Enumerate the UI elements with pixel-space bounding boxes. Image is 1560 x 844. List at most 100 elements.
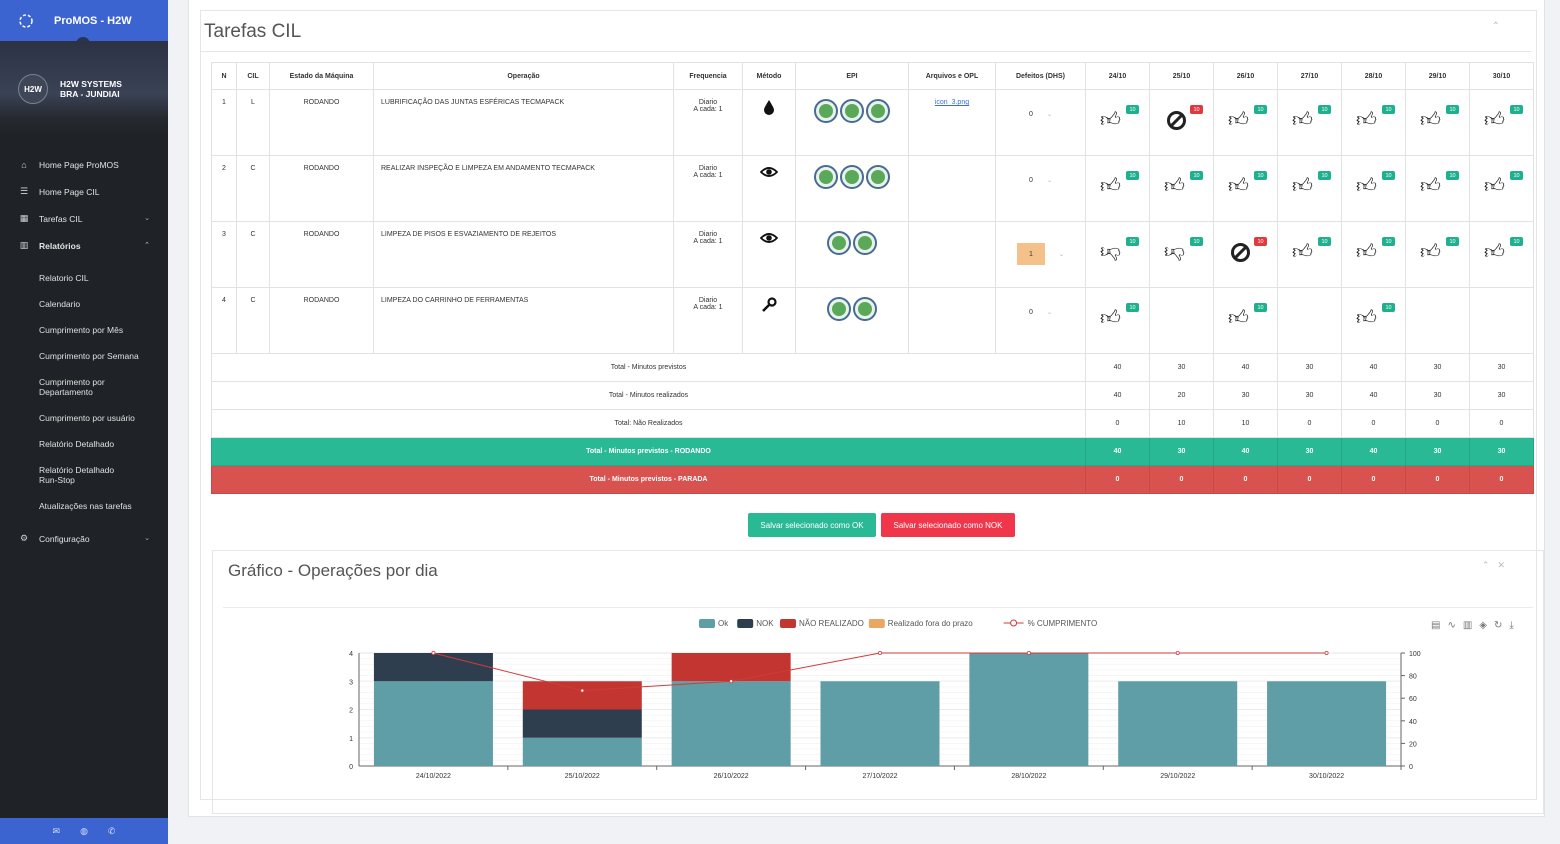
phone-icon[interactable]: ✆: [107, 825, 116, 836]
thumbs-down-icon[interactable]: 👍︎: [1164, 241, 1185, 263]
defeitos-value[interactable]: 0: [1029, 309, 1033, 316]
cell-day-status[interactable]: 👍︎ 10: [1277, 221, 1342, 288]
avatar[interactable]: H2W: [18, 74, 48, 104]
thumbs-up-icon[interactable]: 👍︎: [1164, 175, 1185, 197]
epi-icon[interactable]: [814, 165, 838, 189]
cell-day-status[interactable]: 👍︎ 10: [1085, 221, 1150, 288]
cell-day-status[interactable]: 👍︎ 10: [1085, 287, 1150, 354]
sidebar-subitem-cumprimento-mes[interactable]: Cumprimento por Mês: [39, 325, 124, 335]
thumbs-up-icon[interactable]: 👍︎: [1420, 109, 1441, 131]
thumbs-up-icon[interactable]: 👍︎: [1484, 175, 1505, 197]
defeitos-value[interactable]: 1: [1016, 243, 1045, 265]
cell-day-status[interactable]: 👍︎ 10: [1341, 89, 1406, 156]
epi-icon[interactable]: [827, 231, 851, 255]
col-defeitos[interactable]: Defeitos (DHS): [995, 62, 1086, 90]
collapse-icon[interactable]: ⌃: [1481, 560, 1498, 570]
cell-day-status[interactable]: 👍︎ 10: [1405, 155, 1470, 222]
thumbs-up-icon[interactable]: 👍︎: [1292, 175, 1313, 197]
chevron-down-icon[interactable]: ⌄: [1046, 112, 1052, 118]
col-day[interactable]: 25/10: [1149, 62, 1214, 90]
sidebar-subitem-atualizacoes[interactable]: Atualizações nas tarefas: [39, 501, 132, 511]
thumbs-up-icon[interactable]: 👍︎: [1484, 109, 1505, 131]
cell-day-status[interactable]: 👍︎ 10: [1341, 155, 1406, 222]
epi-icon[interactable]: [840, 165, 864, 189]
chevron-down-icon[interactable]: ⌄: [1058, 251, 1065, 258]
ban-icon[interactable]: [1231, 243, 1250, 262]
save-nok-button[interactable]: Salvar selecionado como NOK: [881, 513, 1015, 537]
thumbs-up-icon[interactable]: 👍︎: [1228, 175, 1249, 197]
cell-day-status[interactable]: 👍︎ 10: [1405, 221, 1470, 288]
cell-day-status[interactable]: 10: [1213, 221, 1278, 288]
sidebar-item-home-promos[interactable]: ⌂ Home Page ProMOS: [0, 151, 168, 178]
thumbs-up-icon[interactable]: 👍︎: [1356, 307, 1377, 329]
col-day[interactable]: 24/10: [1085, 62, 1150, 90]
sidebar-subitem-relatorio-detalhado[interactable]: Relatório Detalhado: [39, 439, 115, 449]
thumbs-up-icon[interactable]: 👍︎: [1228, 307, 1249, 329]
cell-day-status[interactable]: 👍︎ 10: [1149, 221, 1214, 288]
col-n[interactable]: N: [211, 62, 237, 90]
epi-icon[interactable]: [853, 231, 877, 255]
col-cil[interactable]: CIL: [236, 62, 270, 90]
col-metodo[interactable]: Método: [742, 62, 796, 90]
col-epi[interactable]: EPI: [795, 62, 909, 90]
col-estado[interactable]: Estado da Máquina: [269, 62, 374, 90]
chat-icon[interactable]: ✉: [52, 825, 61, 836]
epi-icon[interactable]: [866, 165, 890, 189]
cell-day-status[interactable]: 👍︎ 10: [1469, 221, 1534, 288]
thumbs-up-icon[interactable]: 👍︎: [1100, 175, 1121, 197]
col-day[interactable]: 28/10: [1341, 62, 1406, 90]
save-ok-button[interactable]: Salvar selecionado como OK: [748, 513, 876, 537]
cell-day-status[interactable]: 10: [1149, 89, 1214, 156]
thumbs-up-icon[interactable]: 👍︎: [1292, 109, 1313, 131]
sidebar-subitem-cumprimento-departamento[interactable]: Cumprimento por Departamento: [39, 377, 105, 397]
cell-day-status[interactable]: 👍︎ 10: [1213, 155, 1278, 222]
thumbs-up-icon[interactable]: 👍︎: [1356, 241, 1377, 263]
sidebar-subitem-relatorio-cil[interactable]: Relatorio CIL: [39, 273, 89, 283]
collapse-icon[interactable]: ⌃: [1491, 21, 1500, 32]
cell-day-status[interactable]: 👍︎ 10: [1469, 89, 1534, 156]
col-day[interactable]: 30/10: [1469, 62, 1534, 90]
col-day[interactable]: 29/10: [1405, 62, 1470, 90]
chevron-down-icon[interactable]: ⌄: [1046, 310, 1052, 316]
epi-icon[interactable]: [853, 297, 877, 321]
epi-icon[interactable]: [827, 297, 851, 321]
col-day[interactable]: 26/10: [1213, 62, 1278, 90]
cell-day-status[interactable]: 👍︎ 10: [1341, 221, 1406, 288]
col-operacao[interactable]: Operação: [373, 62, 674, 90]
defeitos-value[interactable]: 0: [1029, 111, 1033, 118]
col-day[interactable]: 27/10: [1277, 62, 1342, 90]
thumbs-up-icon[interactable]: 👍︎: [1100, 109, 1121, 131]
line-chart-icon[interactable]: ∿: [1447, 620, 1456, 631]
thumbs-up-icon[interactable]: 👍︎: [1292, 241, 1313, 263]
file-link[interactable]: icon_3.png: [934, 99, 970, 106]
sidebar-subitem-calendario[interactable]: Calendario: [39, 299, 81, 309]
epi-icon[interactable]: [840, 99, 864, 123]
thumbs-up-icon[interactable]: 👍︎: [1420, 241, 1441, 263]
thumbs-up-icon[interactable]: 👍︎: [1356, 109, 1377, 131]
cell-day-status[interactable]: 👍︎ 10: [1213, 287, 1278, 354]
ban-icon[interactable]: [1167, 111, 1186, 130]
cell-day-status[interactable]: 👍︎ 10: [1213, 89, 1278, 156]
epi-icon[interactable]: [866, 99, 890, 123]
sidebar-item-configuracao[interactable]: ⚙ Configuração ⌄: [0, 525, 168, 552]
cell-day-status[interactable]: 👍︎ 10: [1085, 155, 1150, 222]
cell-day-status[interactable]: 👍︎ 10: [1277, 155, 1342, 222]
close-icon[interactable]: ✕: [1497, 560, 1513, 570]
sidebar-item-home-cil[interactable]: ☰ Home Page CIL: [0, 178, 168, 205]
thumbs-up-icon[interactable]: 👍︎: [1356, 175, 1377, 197]
thumbs-up-icon[interactable]: 👍︎: [1484, 241, 1505, 263]
download-icon[interactable]: ⤓: [1509, 620, 1514, 631]
col-arquivos[interactable]: Arquivos e OPL: [908, 62, 996, 90]
refresh-icon[interactable]: ↻: [1494, 620, 1503, 631]
thumbs-up-icon[interactable]: 👍︎: [1228, 109, 1249, 131]
cell-day-status[interactable]: 👍︎ 10: [1085, 89, 1150, 156]
cell-day-status[interactable]: 👍︎ 10: [1149, 155, 1214, 222]
sidebar-subitem-cumprimento-semana[interactable]: Cumprimento por Semana: [39, 351, 139, 361]
sidebar-subitem-relatorio-run-stop[interactable]: Relatório Detalhado Run-Stop: [39, 465, 115, 485]
stack-icon[interactable]: ◈: [1479, 620, 1487, 631]
globe-icon[interactable]: ◍: [80, 825, 88, 836]
bar-chart-icon[interactable]: ▥: [1462, 620, 1473, 631]
sidebar-item-relatorios[interactable]: ▥ Relatórios ⌃: [0, 232, 168, 259]
cell-day-status[interactable]: 👍︎ 10: [1469, 155, 1534, 222]
defeitos-value[interactable]: 0: [1029, 177, 1033, 184]
